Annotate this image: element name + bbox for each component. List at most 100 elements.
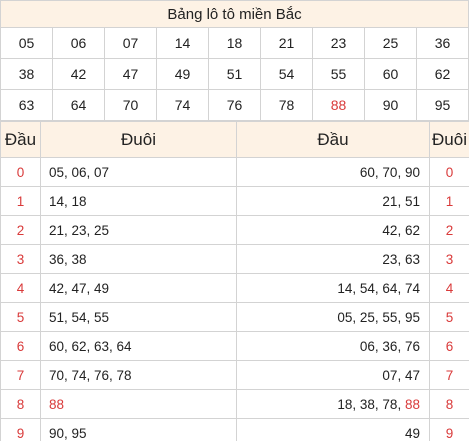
duoi-digit-right: 7: [429, 360, 469, 390]
header-dau: Đầu: [0, 121, 41, 158]
duoi-values: 60, 62, 63, 64: [40, 331, 237, 361]
loto-number: 76: [208, 89, 261, 121]
dau-value: 49: [404, 425, 420, 441]
loto-number: 36: [416, 27, 469, 59]
loto-number: 23: [312, 27, 365, 59]
dau-value: 23: [382, 251, 398, 267]
dau-values-right: 18, 38, 78, 88: [236, 389, 430, 419]
dau-value: 88: [404, 396, 420, 412]
dau-value: 47: [404, 367, 420, 383]
dau-value: 21: [382, 193, 398, 209]
dau-value: 38: [359, 396, 375, 412]
dau-value: 07: [382, 367, 398, 383]
dau-digit: 8: [0, 389, 41, 419]
dau-value: 60: [359, 164, 375, 180]
loto-number: 47: [104, 58, 157, 90]
dau-value: 76: [404, 338, 420, 354]
dau-value: 05: [337, 309, 353, 325]
dau-digit: 1: [0, 186, 41, 216]
dau-duoi-header-row: Đầu Đuôi Đầu Đuôi: [0, 121, 469, 158]
dau-values-right: 49: [236, 418, 430, 441]
loto-number: 60: [364, 58, 417, 90]
loto-number: 74: [156, 89, 209, 121]
dau-duoi-table: Đầu Đuôi Đầu Đuôi 0 05, 06, 07 60, 70, 90 0…: [0, 121, 469, 441]
duoi-values: 51, 54, 55: [40, 302, 237, 332]
table-row: 5 51, 54, 55 05, 25, 55, 95 5: [0, 302, 469, 332]
dau-digit: 3: [0, 244, 41, 274]
dau-value: 55: [382, 309, 398, 325]
loto-number: 70: [104, 89, 157, 121]
dau-value: 14: [337, 280, 353, 296]
duoi-values: 88: [40, 389, 237, 419]
loto-number: 14: [156, 27, 209, 59]
dau-value: 25: [359, 309, 375, 325]
loto-number: 64: [52, 89, 105, 121]
dau-digit: 6: [0, 331, 41, 361]
table-row: 8 88 18, 38, 78, 88 8: [0, 389, 469, 419]
loto-number: 06: [52, 27, 105, 59]
loto-number: 07: [104, 27, 157, 59]
header-duoi-right: Đuôi: [429, 121, 469, 158]
dau-value: 42: [382, 222, 398, 238]
dau-value: 18: [337, 396, 353, 412]
table-row: 7 70, 74, 76, 78 07, 47 7: [0, 360, 469, 390]
dau-values-right: 14, 54, 64, 74: [236, 273, 430, 303]
dau-value: 06: [359, 338, 375, 354]
table-row: 9 90, 95 49 9: [0, 418, 469, 441]
dau-value: 62: [404, 222, 420, 238]
dau-digit: 9: [0, 418, 41, 441]
dau-values-right: 60, 70, 90: [236, 157, 430, 187]
loto-number: 62: [416, 58, 469, 90]
duoi-values: 14, 18: [40, 186, 237, 216]
loto-number: 42: [52, 58, 105, 90]
loto-number: 49: [156, 58, 209, 90]
duoi-digit-right: 1: [429, 186, 469, 216]
header-dau-right: Đầu: [236, 121, 430, 158]
duoi-digit-right: 5: [429, 302, 469, 332]
duoi-values: 36, 38: [40, 244, 237, 274]
loto-number: 38: [0, 58, 53, 90]
table-row: 6 60, 62, 63, 64 06, 36, 76 6: [0, 331, 469, 361]
dau-value: 74: [404, 280, 420, 296]
loto-number: 88: [312, 89, 365, 121]
dau-value: 90: [404, 164, 420, 180]
header-duoi: Đuôi: [40, 121, 237, 158]
loto-number: 25: [364, 27, 417, 59]
dau-values-right: 05, 25, 55, 95: [236, 302, 430, 332]
dau-values-right: 07, 47: [236, 360, 430, 390]
table-title: Bảng lô tô miền Bắc: [0, 0, 469, 28]
dau-value: 70: [382, 164, 398, 180]
dau-digit: 5: [0, 302, 41, 332]
dau-digit: 7: [0, 360, 41, 390]
dau-values-right: 06, 36, 76: [236, 331, 430, 361]
table-row: 3 36, 38 23, 63 3: [0, 244, 469, 274]
loto-number: 78: [260, 89, 313, 121]
duoi-digit-right: 8: [429, 389, 469, 419]
loto-number: 90: [364, 89, 417, 121]
number-row: 05 06 07 14 18 21 23 25 36: [0, 27, 469, 59]
duoi-digit-right: 6: [429, 331, 469, 361]
loto-number: 05: [0, 27, 53, 59]
dau-value: 54: [359, 280, 375, 296]
dau-value: 51: [404, 193, 420, 209]
loto-number: 21: [260, 27, 313, 59]
loto-number: 18: [208, 27, 261, 59]
duoi-values: 42, 47, 49: [40, 273, 237, 303]
dau-value: 64: [382, 280, 398, 296]
dau-value: 63: [404, 251, 420, 267]
duoi-values: 90, 95: [40, 418, 237, 441]
dau-values-right: 42, 62: [236, 215, 430, 245]
loto-number: 55: [312, 58, 365, 90]
loto-number-table: Bảng lô tô miền Bắc 05 06 07 14 18 21 23 25 36 38…: [0, 0, 469, 121]
dau-values-right: 23, 63: [236, 244, 430, 274]
dau-value: 95: [404, 309, 420, 325]
duoi-digit-right: 2: [429, 215, 469, 245]
dau-value: 78: [382, 396, 398, 412]
number-row: 63 64 70 74 76 78 88 90 95: [0, 89, 469, 121]
table-row: 2 21, 23, 25 42, 62 2: [0, 215, 469, 245]
dau-digit: 4: [0, 273, 41, 303]
dau-values-right: 21, 51: [236, 186, 430, 216]
loto-number: 63: [0, 89, 53, 121]
duoi-digit-right: 3: [429, 244, 469, 274]
